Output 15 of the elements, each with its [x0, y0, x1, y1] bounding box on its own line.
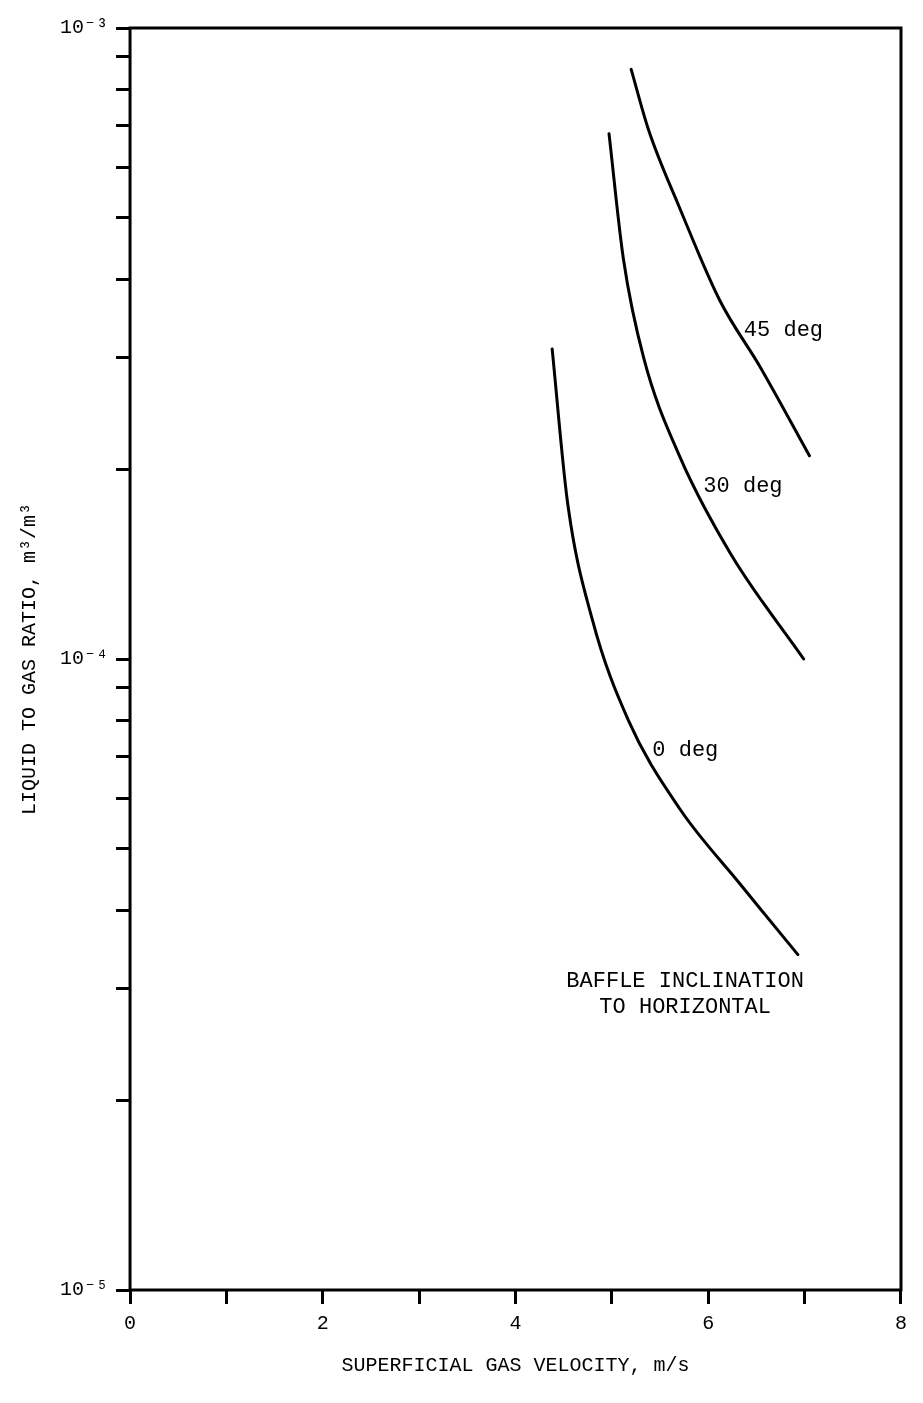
x-tick-label: 8 [894, 1312, 908, 1336]
x-tick-label: 2 [316, 1312, 329, 1336]
annotation: BAFFLE INCLINATION TO HORIZONTAL [566, 968, 804, 1020]
y-tick-label: 10⁻⁴ [60, 647, 109, 671]
y-axis-title: LIQUID TO GAS RATIO, m³/m³ [18, 502, 42, 816]
y-tick-label: 10⁻³ [60, 16, 109, 40]
x-tick-label: 0 [124, 1312, 137, 1336]
series-label: 30 deg [703, 473, 783, 499]
line-series [550, 347, 800, 957]
x-tick-label: 6 [702, 1312, 715, 1336]
series-label: 45 deg [743, 318, 824, 344]
x-tick-label: 4 [509, 1312, 522, 1336]
series-label: 0 deg [652, 737, 719, 763]
y-tick-label: 10⁻⁵ [60, 1278, 109, 1302]
x-axis-title: SUPERFICIAL GAS VELOCITY, m/s [341, 1354, 690, 1378]
